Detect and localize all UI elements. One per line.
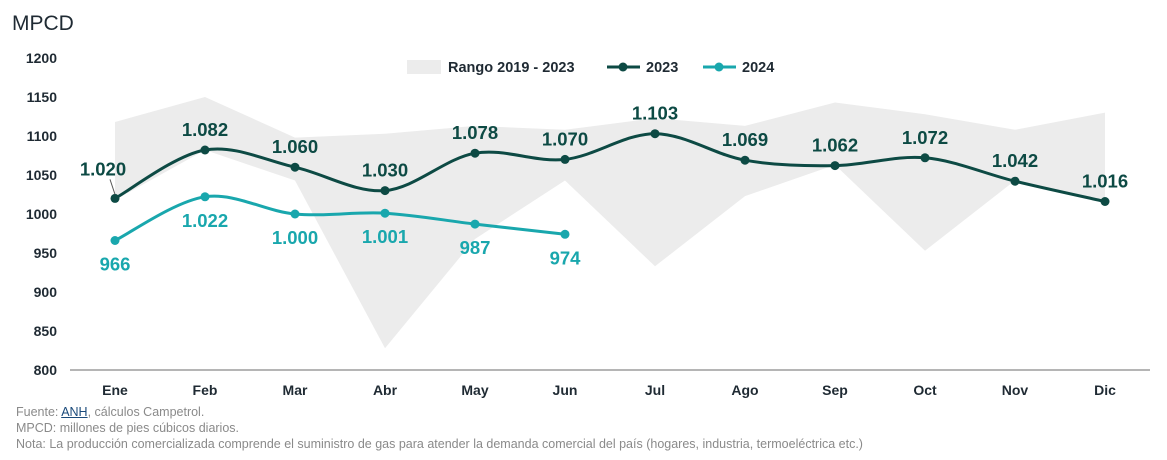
- series-2023-point: [740, 155, 750, 165]
- x-tick-label: Sep: [822, 382, 848, 398]
- series-2024-point: [110, 236, 120, 245]
- x-tick-label: Dic: [1094, 382, 1116, 398]
- scope-note: Nota: La producción comercializada compr…: [16, 437, 863, 451]
- data-label-2023: 1.082: [182, 119, 228, 140]
- x-tick-label: Oct: [913, 382, 937, 398]
- y-tick-label: 850: [34, 323, 58, 339]
- series-2024-point: [380, 208, 390, 218]
- x-tick-label: Abr: [373, 382, 398, 398]
- legend-range-label: Rango 2019 - 2023: [448, 60, 575, 76]
- data-label-2023: 1.030: [362, 160, 408, 181]
- legend-2024-label: 2024: [742, 60, 774, 76]
- data-label-2023: 1.070: [542, 128, 588, 149]
- production-line-chart: 800 850 900 950 1000 1050 1100 1150 1200 Ene Feb Ma…: [26, 50, 1150, 398]
- data-label-2023: 1.042: [992, 150, 1038, 171]
- legend-2024-marker: [714, 62, 724, 72]
- series-2024-point: [560, 229, 570, 239]
- series-2023-point: [110, 193, 120, 203]
- data-label-2023: 1.078: [452, 122, 498, 143]
- legend-range-swatch: [407, 60, 441, 74]
- label-leader-line: [109, 179, 116, 195]
- data-label-2024: 1.001: [362, 226, 408, 247]
- y-axis-unit-label: MPCD: [12, 12, 74, 35]
- series-2023-point: [1010, 176, 1020, 186]
- series-2023-point: [470, 148, 480, 158]
- data-label-2024: 1.000: [272, 227, 318, 248]
- y-tick-label: 1000: [26, 206, 57, 222]
- y-tick-label: 950: [34, 245, 58, 261]
- data-label-2023: 1.016: [1082, 171, 1128, 192]
- x-tick-label: Feb: [193, 382, 218, 398]
- data-label-2023: 1.072: [902, 127, 948, 148]
- series-2023-point: [830, 161, 840, 171]
- data-label-2024: 974: [550, 247, 582, 268]
- series-2024-point: [470, 219, 480, 229]
- x-tick-label: Nov: [1002, 382, 1029, 398]
- source-link[interactable]: ANH: [61, 405, 88, 419]
- y-tick-label: 1150: [27, 89, 58, 105]
- x-tick-label: Jul: [645, 382, 665, 398]
- x-tick-label: May: [461, 382, 488, 398]
- y-tick-label: 1100: [27, 128, 58, 144]
- series-2023-point: [560, 154, 570, 164]
- y-tick-label: 1050: [26, 167, 57, 183]
- range-band-area: [115, 97, 1105, 349]
- x-tick-label: Ene: [102, 382, 128, 398]
- series-2023-point: [290, 162, 300, 172]
- series-2023-point: [1100, 197, 1110, 206]
- source-note: Fuente: ANH, cálculos Campetrol.: [16, 405, 205, 419]
- x-tick-label: Jun: [553, 382, 578, 398]
- data-label-2024: 1.022: [182, 210, 228, 231]
- footnotes: Fuente: ANH, cálculos Campetrol. MPCD: m…: [16, 404, 863, 452]
- data-label-2023: 1.062: [812, 135, 858, 156]
- y-tick-label: 800: [34, 362, 58, 378]
- data-label-2023: 1.103: [632, 103, 678, 124]
- series-2023-point: [650, 129, 660, 139]
- data-label-2023: 1.060: [272, 136, 318, 157]
- series-2024-line: [114, 194, 566, 242]
- series-2023-point: [920, 153, 930, 163]
- unit-note: MPCD: millones de pies cúbicos diarios.: [16, 421, 240, 435]
- series-2024-point: [290, 209, 300, 219]
- legend-2023-marker: [618, 62, 628, 72]
- data-label-2024: 987: [460, 237, 491, 258]
- data-label-2023: 1.069: [722, 129, 768, 150]
- series-2024-point: [200, 192, 210, 202]
- series-2023-point: [200, 145, 210, 155]
- data-label-2024: 966: [100, 254, 131, 275]
- series-2023-line: [114, 132, 1106, 203]
- y-tick-label: 900: [34, 284, 58, 300]
- legend-2023-label: 2023: [646, 60, 678, 76]
- x-tick-label: Mar: [283, 382, 308, 398]
- y-tick-label: 1200: [26, 50, 57, 66]
- series-2023-point: [380, 186, 390, 196]
- data-label-2023: 1.020: [80, 158, 126, 179]
- x-tick-label: Ago: [731, 382, 758, 398]
